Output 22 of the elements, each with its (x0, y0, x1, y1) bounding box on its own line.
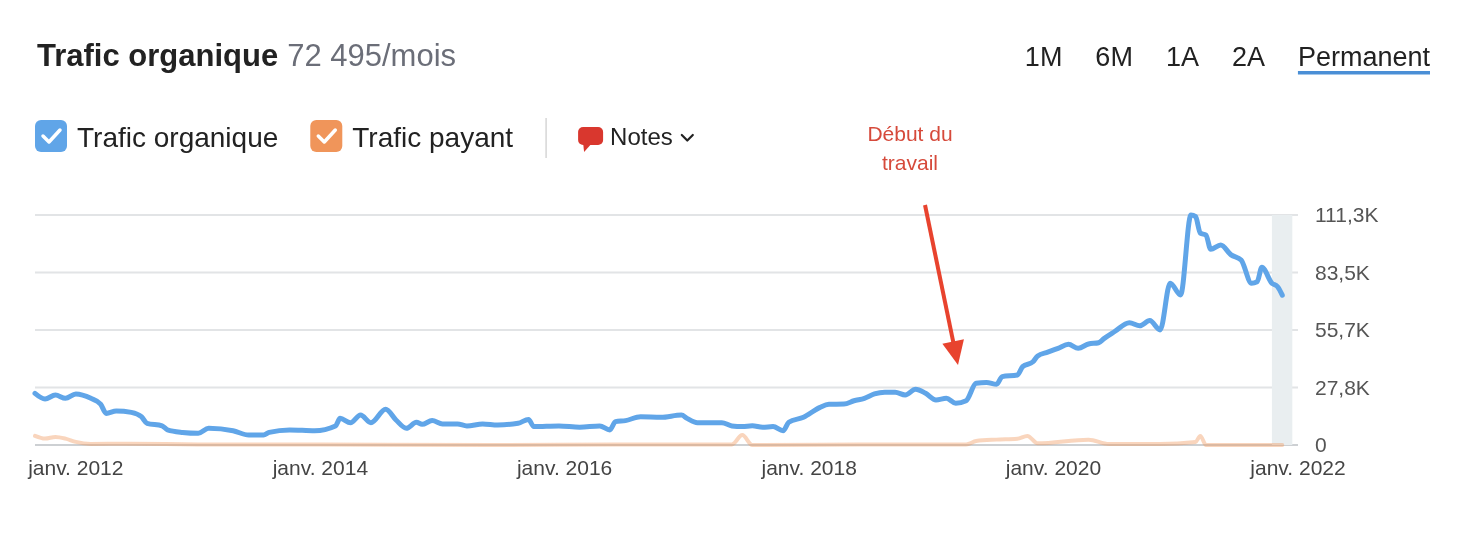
text: Début du travail (867, 122, 953, 174)
text: 6M (1095, 42, 1133, 72)
y-tick-label: 111,3K (1315, 203, 1379, 227)
text: Notes (610, 123, 673, 150)
x-tick-label: janv. 2020 (1004, 456, 1102, 479)
x-tick-label: janv. 2018 (760, 456, 857, 479)
x-tick-label: janv. 2014 (271, 456, 369, 479)
chart-title: Trafic organique (37, 38, 279, 73)
x-tick-label: janv. 2016 (515, 456, 613, 479)
y-tick-label: 55,7K (1315, 318, 1370, 342)
legend-label: Trafic organique (77, 122, 279, 153)
chart-subtitle: 72 495/mois (287, 38, 457, 73)
y-tick-label: 27,8K (1315, 375, 1370, 399)
x-tick-label: janv. 2012 (27, 456, 124, 479)
text: Permanent (1297, 42, 1431, 72)
x-tick-label: janv. 2022 (1249, 456, 1346, 479)
legend-label: Trafic payant (352, 122, 514, 153)
text: 1A (1165, 42, 1199, 72)
text: 1M (1024, 42, 1063, 72)
y-tick-label: 0 (1315, 433, 1327, 457)
text: 2A (1231, 42, 1265, 72)
y-tick-label: 83,5K (1315, 260, 1370, 284)
